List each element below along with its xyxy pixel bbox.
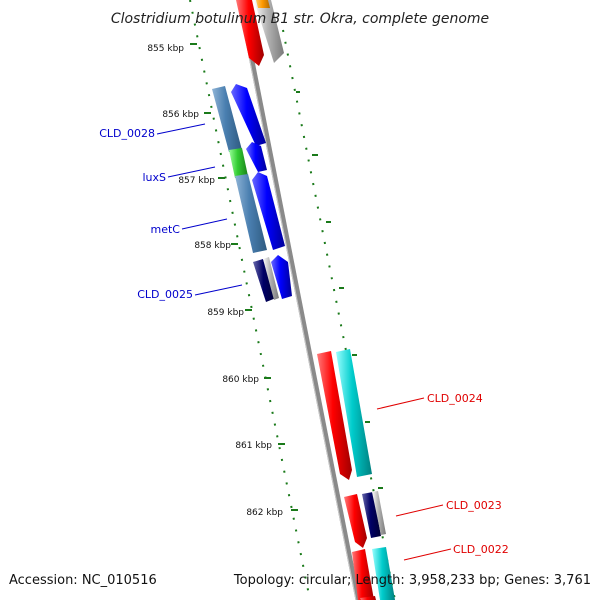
cog-cyan-cld0022[interactable] [372,547,395,600]
ruler-label: 859 kbp [207,308,244,318]
ruler-label: 861 kbp [235,441,272,451]
cds-reverse-cld0024[interactable] [317,351,352,480]
cog-navy-cld0023[interactable] [362,492,381,538]
cog-cyan-cld0024[interactable] [336,349,372,477]
gene-label-cld0024[interactable]: CLD_0024 [427,392,483,405]
cds-reverse-cld0022[interactable] [352,549,374,600]
cds-forward-cld0025[interactable] [271,255,292,299]
cog-navy-cld0025[interactable] [253,259,276,302]
genome-summary-text: Topology: circular; Length: 3,958,233 bp… [233,573,591,588]
ruler-ticks [190,43,298,511]
ruler-label: 858 kbp [194,241,231,251]
gene-label-group-forward [156,123,243,296]
cds-reverse-top[interactable] [236,0,264,66]
gene-label-group-reverse [376,397,452,561]
cog-green-luxs[interactable] [229,148,248,178]
ruler-label: 860 kbp [222,375,259,385]
cog-orange-top[interactable] [256,0,270,8]
gene-label-metc[interactable]: metC [151,223,181,236]
cds-forward-metc[interactable] [252,172,285,250]
accession-text: Accession: NC_010516 [9,573,157,588]
gene-label-luxs[interactable]: luxS [142,171,166,184]
cog-steel-metc[interactable] [235,174,267,253]
cds-forward-luxs[interactable] [246,142,267,172]
ruler-label: 856 kbp [162,110,199,120]
inner-track [282,29,396,600]
cds-reverse-bottom[interactable] [360,596,376,600]
gene-label-cld0023[interactable]: CLD_0023 [446,499,502,512]
cog-gray-cld0025[interactable] [263,257,279,300]
gene-label-cld0025[interactable]: CLD_0025 [137,288,193,301]
cog-steel-cld0028[interactable] [212,86,242,152]
ruler-label: 857 kbp [178,176,215,186]
cog-gray-cld0023[interactable] [372,491,386,535]
gene-label-cld0028[interactable]: CLD_0028 [99,127,155,140]
inner-track-dashes [296,91,383,489]
ruler-label: 855 kbp [147,44,184,54]
map-title: Clostridium botulinum B1 str. Okra, comp… [111,11,489,27]
gene-label-cld0022[interactable]: CLD_0022 [453,543,509,556]
cds-reverse-cld0023[interactable] [344,494,367,548]
cds-forward-cld0028[interactable] [231,84,266,146]
genome-backbone [237,0,361,600]
ruler-label: 862 kbp [246,508,283,518]
cog-gray-top[interactable] [254,0,284,63]
ruler-labels: 855 kbp 856 kbp 857 kbp 858 kbp 859 kbp … [147,44,283,518]
